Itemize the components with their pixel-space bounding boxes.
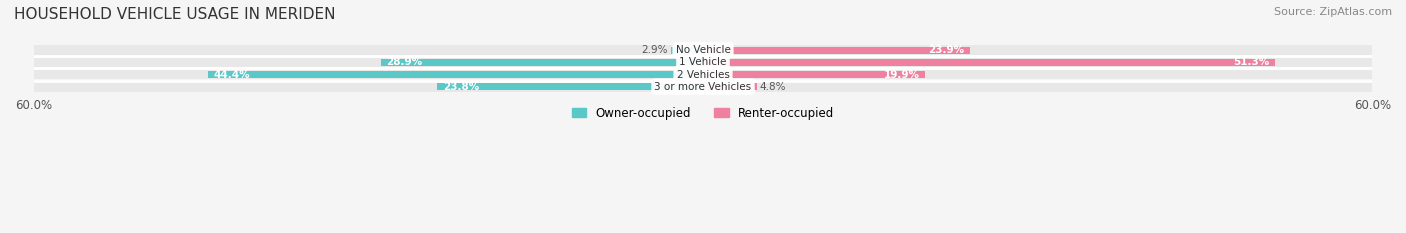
Bar [703, 83, 756, 90]
Bar [703, 71, 925, 78]
Legend: Owner-occupied, Renter-occupied: Owner-occupied, Renter-occupied [572, 107, 834, 120]
Bar [703, 45, 1372, 55]
Bar [34, 82, 703, 92]
Bar [34, 45, 703, 55]
Text: 1 Vehicle: 1 Vehicle [679, 57, 727, 67]
Text: HOUSEHOLD VEHICLE USAGE IN MERIDEN: HOUSEHOLD VEHICLE USAGE IN MERIDEN [14, 7, 336, 22]
Text: No Vehicle: No Vehicle [675, 45, 731, 55]
Text: 4.8%: 4.8% [759, 82, 786, 92]
Text: 23.9%: 23.9% [928, 45, 965, 55]
Bar [34, 70, 703, 79]
Text: Source: ZipAtlas.com: Source: ZipAtlas.com [1274, 7, 1392, 17]
Bar [671, 47, 703, 54]
Text: 2 Vehicles: 2 Vehicles [676, 70, 730, 80]
Bar [34, 58, 703, 67]
Bar [381, 59, 703, 66]
Bar [703, 82, 1372, 92]
Text: 23.8%: 23.8% [443, 82, 479, 92]
Text: 3 or more Vehicles: 3 or more Vehicles [654, 82, 752, 92]
Text: 2.9%: 2.9% [641, 45, 668, 55]
Bar [703, 47, 970, 54]
Bar [703, 59, 1275, 66]
Text: 28.9%: 28.9% [387, 57, 422, 67]
Bar [703, 70, 1372, 79]
Text: 44.4%: 44.4% [214, 70, 250, 80]
Bar [703, 58, 1372, 67]
Bar [208, 71, 703, 78]
Text: 51.3%: 51.3% [1233, 57, 1270, 67]
Bar [437, 83, 703, 90]
Text: 19.9%: 19.9% [883, 70, 920, 80]
